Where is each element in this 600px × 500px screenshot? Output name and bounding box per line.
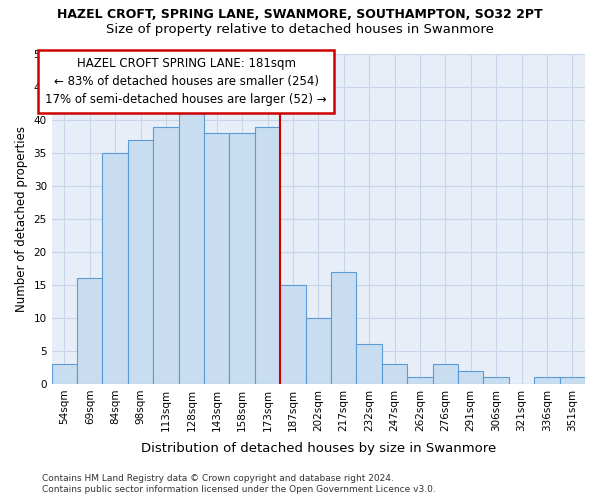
Bar <box>484 378 509 384</box>
Bar <box>382 364 407 384</box>
Bar <box>560 378 585 384</box>
Bar <box>255 126 280 384</box>
Bar <box>153 126 179 384</box>
Bar <box>77 278 103 384</box>
Text: HAZEL CROFT, SPRING LANE, SWANMORE, SOUTHAMPTON, SO32 2PT: HAZEL CROFT, SPRING LANE, SWANMORE, SOUT… <box>57 8 543 20</box>
Text: Contains HM Land Registry data © Crown copyright and database right 2024.
Contai: Contains HM Land Registry data © Crown c… <box>42 474 436 494</box>
Bar <box>407 378 433 384</box>
Bar <box>356 344 382 384</box>
Bar <box>331 272 356 384</box>
Bar <box>433 364 458 384</box>
Bar <box>103 153 128 384</box>
Bar <box>229 133 255 384</box>
Bar <box>534 378 560 384</box>
Bar <box>204 133 229 384</box>
Text: HAZEL CROFT SPRING LANE: 181sqm
← 83% of detached houses are smaller (254)
17% o: HAZEL CROFT SPRING LANE: 181sqm ← 83% of… <box>46 58 327 106</box>
Bar <box>128 140 153 384</box>
Bar <box>458 370 484 384</box>
Bar <box>305 318 331 384</box>
Y-axis label: Number of detached properties: Number of detached properties <box>15 126 28 312</box>
X-axis label: Distribution of detached houses by size in Swanmore: Distribution of detached houses by size … <box>141 442 496 455</box>
Text: Size of property relative to detached houses in Swanmore: Size of property relative to detached ho… <box>106 22 494 36</box>
Bar <box>280 285 305 384</box>
Bar <box>52 364 77 384</box>
Bar <box>179 114 204 384</box>
